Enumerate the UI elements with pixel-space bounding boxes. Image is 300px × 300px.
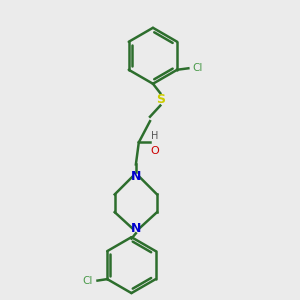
- Text: N: N: [131, 222, 141, 235]
- Text: Cl: Cl: [192, 63, 202, 73]
- Text: O: O: [150, 146, 159, 156]
- Text: Cl: Cl: [83, 276, 93, 286]
- Text: S: S: [156, 93, 165, 106]
- Text: H: H: [151, 131, 159, 141]
- Text: N: N: [131, 170, 141, 183]
